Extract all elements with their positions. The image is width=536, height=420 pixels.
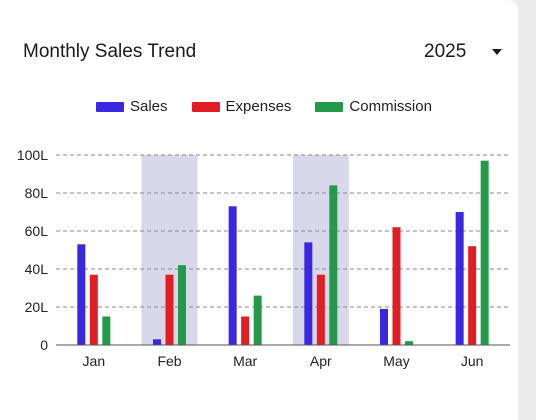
legend-swatch	[315, 101, 344, 112]
bar-sales-jun	[455, 212, 464, 345]
bar-expenses-may	[392, 227, 401, 345]
y-tick-label: 80L	[25, 185, 49, 201]
bar-sales-may	[380, 308, 388, 345]
bar-expenses-apr	[316, 274, 325, 345]
bar-expenses-jun	[468, 246, 477, 345]
bar-sales-mar	[228, 206, 237, 345]
bar-commission-mar	[253, 295, 262, 345]
legend-swatch	[191, 101, 220, 112]
chart-card: Monthly Sales Trend 2025 Sales Expenses Co…	[0, 0, 518, 420]
year-value: 2025	[424, 41, 467, 62]
bar-expenses-feb	[165, 274, 174, 345]
year-dropdown[interactable]: 2025	[424, 41, 503, 63]
legend-item-sales[interactable]: Sales	[96, 98, 168, 115]
legend-swatch	[96, 101, 124, 112]
legend-label: Commission	[349, 98, 432, 115]
x-tick-label: Jan	[83, 353, 106, 369]
bar-sales-jan	[77, 244, 86, 345]
bar-commission-may	[405, 341, 413, 345]
y-tick-label: 0	[40, 337, 48, 353]
bar-commission-feb	[178, 265, 186, 345]
x-tick-label: May	[383, 353, 409, 369]
x-tick-label: Feb	[157, 353, 181, 369]
y-tick-label: 40L	[25, 261, 49, 277]
chart-legend: Sales Expenses Commission	[96, 98, 456, 115]
bar-sales-apr	[304, 242, 313, 345]
y-tick-label: 60L	[25, 223, 49, 239]
legend-label: Sales	[130, 98, 168, 115]
x-tick-label: Apr	[310, 353, 332, 369]
legend-label: Expenses	[225, 98, 292, 115]
bar-chart: 0 20L 40L 60L 80L 100L Jan Feb Mar Apr May Jun	[17, 147, 510, 369]
bar-commission-jan	[102, 316, 111, 345]
x-tick-label: Mar	[233, 353, 257, 369]
legend-item-commission[interactable]: Commission	[315, 98, 432, 115]
caret-down-icon	[492, 49, 503, 55]
x-tick-label: Jun	[461, 353, 484, 369]
bar-commission-apr	[329, 185, 338, 345]
chart-title: Monthly Sales Trend	[23, 41, 197, 62]
y-tick-label: 20L	[25, 299, 49, 315]
bar-sales-feb	[153, 339, 161, 345]
legend-item-expenses[interactable]: Expenses	[191, 98, 292, 115]
bar-expenses-mar	[241, 316, 250, 345]
y-tick-label: 100L	[17, 147, 48, 163]
bar-commission-jun	[480, 160, 489, 345]
bar-expenses-jan	[89, 274, 98, 345]
